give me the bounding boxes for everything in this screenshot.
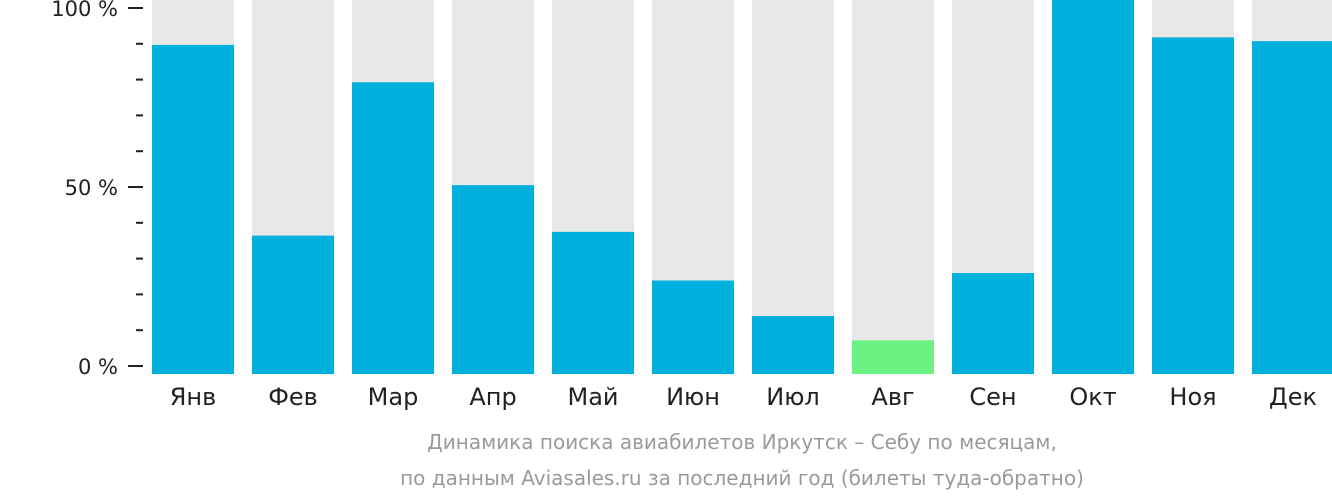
- bar-background: [852, 0, 934, 374]
- bar-4: [452, 185, 534, 374]
- bars: [152, 0, 1332, 375]
- bar-9: [952, 273, 1034, 374]
- bar-6: [652, 280, 734, 374]
- x-tick-label: Окт: [1069, 383, 1116, 411]
- y-tick-label: 100 %: [51, 0, 118, 21]
- bar-3: [352, 82, 434, 374]
- x-tick-label: Янв: [170, 383, 217, 411]
- x-tick-label: Мар: [368, 383, 419, 411]
- x-tick-label: Фев: [268, 383, 318, 411]
- x-tick-label: Авг: [871, 383, 914, 411]
- chart-caption-line-1: Динамика поиска авиабилетов Иркутск – Се…: [427, 430, 1057, 454]
- bar-7: [752, 316, 834, 374]
- bar-12: [1252, 41, 1332, 374]
- x-tick-label: Май: [567, 383, 618, 411]
- bar-8: [852, 340, 934, 374]
- x-tick-label: Сен: [969, 383, 1016, 411]
- bar-chart: 0 % 50 % 100 % Янв Фев Мар Апр Май Июн Июл Авг Сен…: [51, 0, 1332, 411]
- bar-2: [252, 235, 334, 374]
- x-axis-labels: Янв Фев Мар Апр Май Июн Июл Авг Сен Окт Ноя Дек: [170, 383, 1317, 411]
- bar-1: [152, 44, 234, 374]
- x-tick-label: Июн: [666, 383, 720, 411]
- y-tick-label: 0 %: [78, 355, 118, 379]
- bar-background: [752, 0, 834, 374]
- x-tick-label: Дек: [1269, 383, 1317, 411]
- bar-11: [1152, 37, 1234, 375]
- y-tick-label: 50 %: [65, 176, 118, 200]
- x-tick-label: Июл: [766, 383, 820, 411]
- bar-5: [552, 231, 634, 374]
- bar-10: [1052, 0, 1134, 374]
- y-axis: 0 % 50 % 100 %: [51, 0, 143, 379]
- chart-caption-line-2: по данным Aviasales.ru за последний год …: [400, 466, 1084, 490]
- x-tick-label: Ноя: [1169, 383, 1216, 411]
- x-tick-label: Апр: [469, 383, 516, 411]
